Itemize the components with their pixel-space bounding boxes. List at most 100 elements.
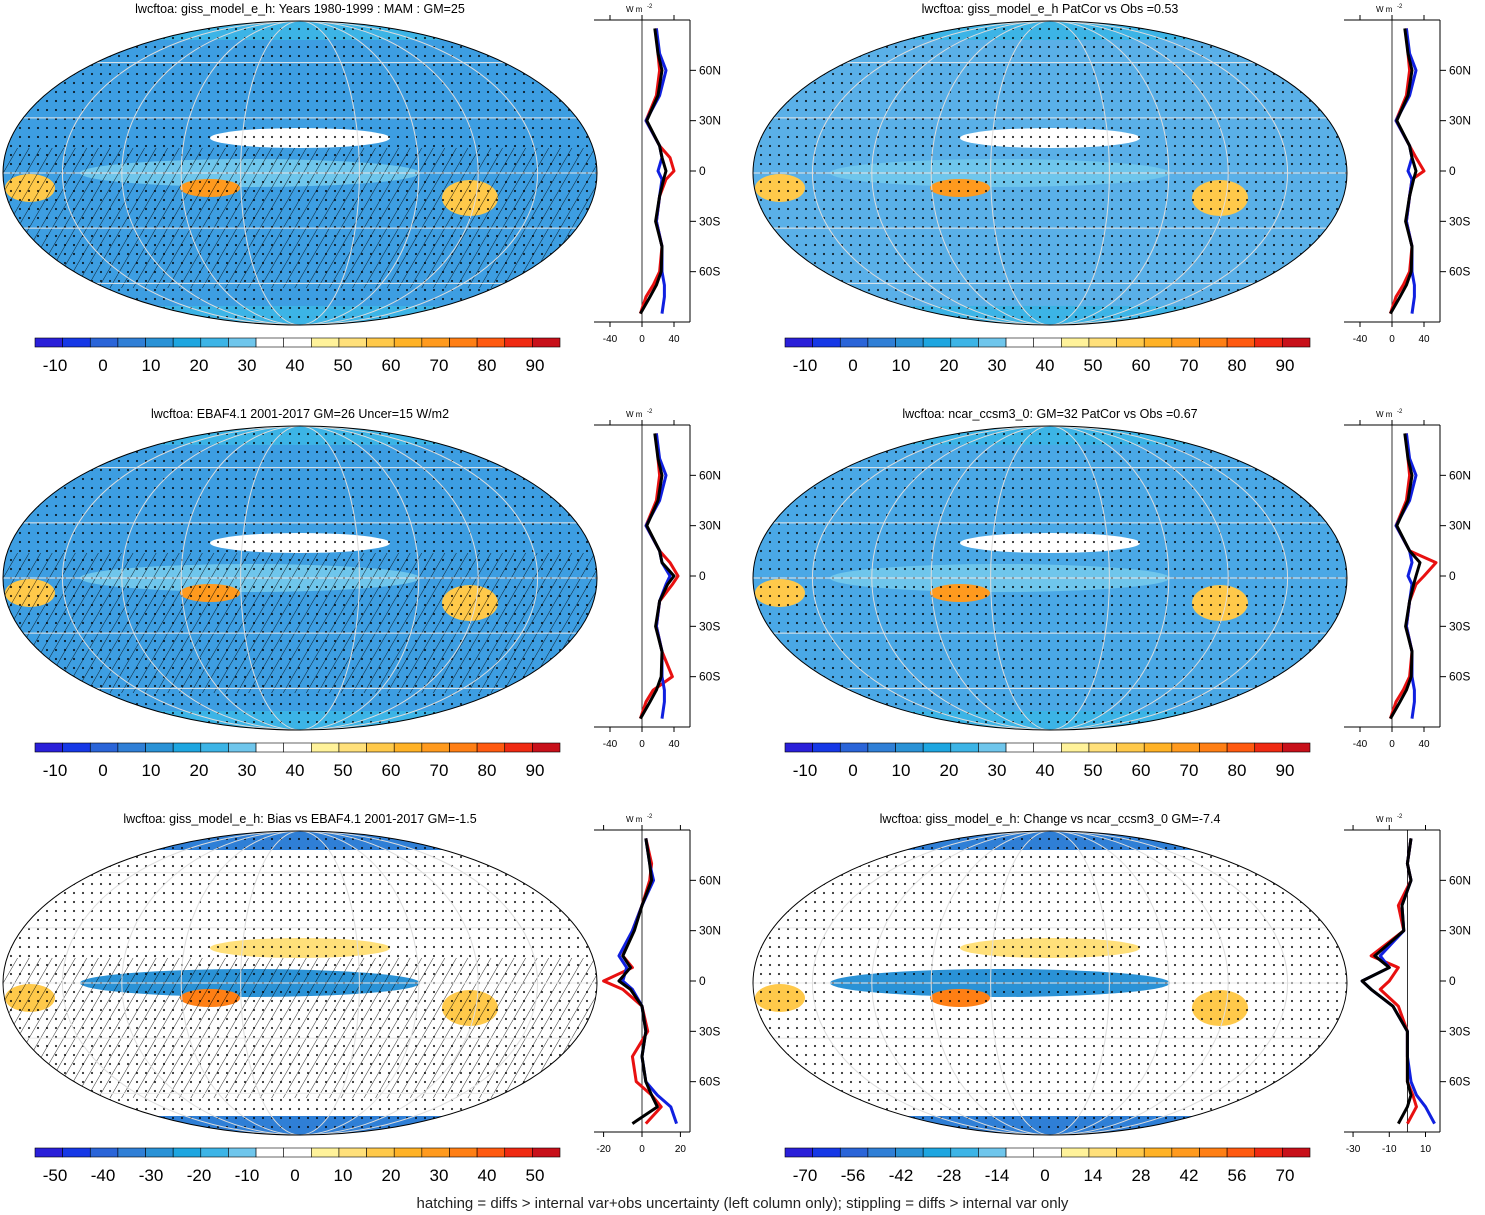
lat-tick-label: 30N	[1449, 519, 1471, 533]
colorbar-swatch	[172, 337, 202, 348]
colorbar-swatch	[1282, 337, 1311, 348]
colorbar-label: 30	[430, 1166, 449, 1185]
meridian-line	[240, 831, 360, 1135]
colorbar-swatch	[476, 1147, 506, 1158]
colorbar-swatch	[366, 337, 395, 348]
colorbar-label: 90	[1276, 356, 1295, 375]
colorbar-swatch	[1116, 337, 1145, 348]
zonal-series-line	[1389, 433, 1422, 720]
colorbar-swatch	[145, 337, 174, 348]
colorbar-label: 20	[190, 356, 209, 375]
colorbar-label: 70	[1276, 1166, 1295, 1185]
colorbar-label: 0	[848, 761, 857, 780]
x-tick-label: -10	[1382, 1144, 1397, 1155]
colorbar-swatch	[89, 337, 119, 348]
lat-tick-label: 60N	[699, 468, 721, 482]
meridian-line	[990, 21, 1110, 325]
map-plot	[752, 20, 1348, 326]
colorbar-swatch	[1033, 742, 1062, 753]
lat-tick-label: 0	[699, 974, 706, 988]
x-tick-label: -40	[1353, 334, 1368, 345]
meridian-line	[930, 21, 1170, 325]
colorbar-swatch	[532, 337, 561, 348]
lat-tick-label: 30S	[699, 214, 720, 228]
panel-giss-patcor: lwcftoa: giss_model_e_h PatCor vs Obs =0…	[750, 0, 1485, 405]
colorbar-swatch	[145, 1147, 174, 1158]
lat-tick-label: 30N	[1449, 114, 1471, 128]
meridian-line	[871, 426, 1229, 730]
lat-tick-label: 0	[1449, 164, 1456, 178]
zonal-series-line	[639, 433, 676, 720]
x-tick-label: -40	[603, 739, 618, 750]
meridian-line	[180, 426, 420, 730]
x-tick-label: 0	[1389, 334, 1395, 345]
colorbar-swatch	[1005, 1147, 1034, 1158]
map-outline	[2, 425, 598, 731]
colorbar-swatch	[1254, 1147, 1283, 1158]
colorbar-swatch	[200, 742, 229, 753]
colorbar-swatch	[922, 1147, 952, 1158]
colorbar-label: 80	[1228, 356, 1247, 375]
lat-tick-label: 30S	[1449, 619, 1470, 633]
colorbar-label: 70	[430, 761, 449, 780]
colorbar-swatch	[34, 337, 63, 348]
colorbar: -10 0 10 20 30 40 50 60 70 80 90	[784, 742, 1311, 780]
colorbar-swatch	[922, 742, 952, 753]
colorbar-swatch	[532, 742, 561, 753]
colorbar-label: 90	[1276, 761, 1295, 780]
colorbar-swatch	[255, 742, 284, 753]
colorbar-swatch	[1005, 742, 1034, 753]
panel-giss-climatology: lwcftoa: giss_model_e_h: Years 1980-1999…	[0, 0, 742, 405]
panel-ebaf-obs: lwcftoa: EBAF4.1 2001-2017 GM=26 Uncer=1…	[0, 405, 742, 810]
colorbar-swatch	[311, 742, 340, 753]
zonal-series-line	[617, 838, 659, 1125]
meridian-line	[121, 21, 479, 325]
x-tick-label: 0	[1389, 739, 1395, 750]
colorbar-swatch	[228, 742, 257, 753]
lat-tick-label: 60N	[699, 873, 721, 887]
colorbar-swatch	[950, 337, 979, 348]
colorbar-swatch	[117, 742, 146, 753]
colorbar-label: 20	[940, 761, 959, 780]
colorbar-label: -10	[793, 356, 818, 375]
colorbar-swatch	[504, 742, 533, 753]
colorbar-swatch	[200, 1147, 229, 1158]
colorbar-swatch	[1005, 337, 1034, 348]
colorbar-swatch	[476, 742, 506, 753]
colorbar-swatch	[1088, 742, 1117, 753]
colorbar-label: 90	[526, 356, 545, 375]
colorbar-label: 10	[892, 761, 911, 780]
colorbar-swatch	[366, 742, 395, 753]
colorbar-swatch	[784, 1147, 813, 1158]
units-label: W m	[1376, 815, 1393, 824]
colorbar-label: 56	[1228, 1166, 1247, 1185]
colorbar-swatch	[255, 337, 284, 348]
colorbar-swatch	[1282, 742, 1311, 753]
x-tick-label: 40	[668, 739, 680, 750]
colorbar-swatch	[393, 742, 423, 753]
colorbar-swatch	[978, 337, 1007, 348]
colorbar-swatch	[950, 742, 979, 753]
colorbar-label: 10	[142, 761, 161, 780]
colorbar-swatch	[311, 337, 340, 348]
colorbar-label: 20	[382, 1166, 401, 1185]
units-label: W m	[626, 410, 643, 419]
zonal-series-line	[644, 28, 668, 314]
lat-tick-label: 60S	[699, 670, 720, 684]
colorbar-swatch	[1116, 742, 1145, 753]
units-label: W m	[626, 5, 643, 14]
colorbar-label: 30	[238, 356, 257, 375]
colorbar-swatch	[1226, 1147, 1256, 1158]
colorbar-label: -20	[187, 1166, 212, 1185]
zonal-series-line	[644, 433, 672, 719]
meridian-line	[180, 21, 420, 325]
units-superscript: -2	[647, 409, 653, 415]
lat-tick-label: 60S	[1449, 1075, 1470, 1089]
units-label: W m	[1376, 410, 1393, 419]
zonal-series-line	[1360, 838, 1413, 1125]
colorbar-swatch	[117, 1147, 146, 1158]
x-tick-label: -20	[596, 1144, 611, 1155]
colorbar-label: 0	[98, 761, 107, 780]
x-tick-label: 20	[675, 1144, 687, 1155]
colorbar-swatch	[338, 337, 367, 348]
